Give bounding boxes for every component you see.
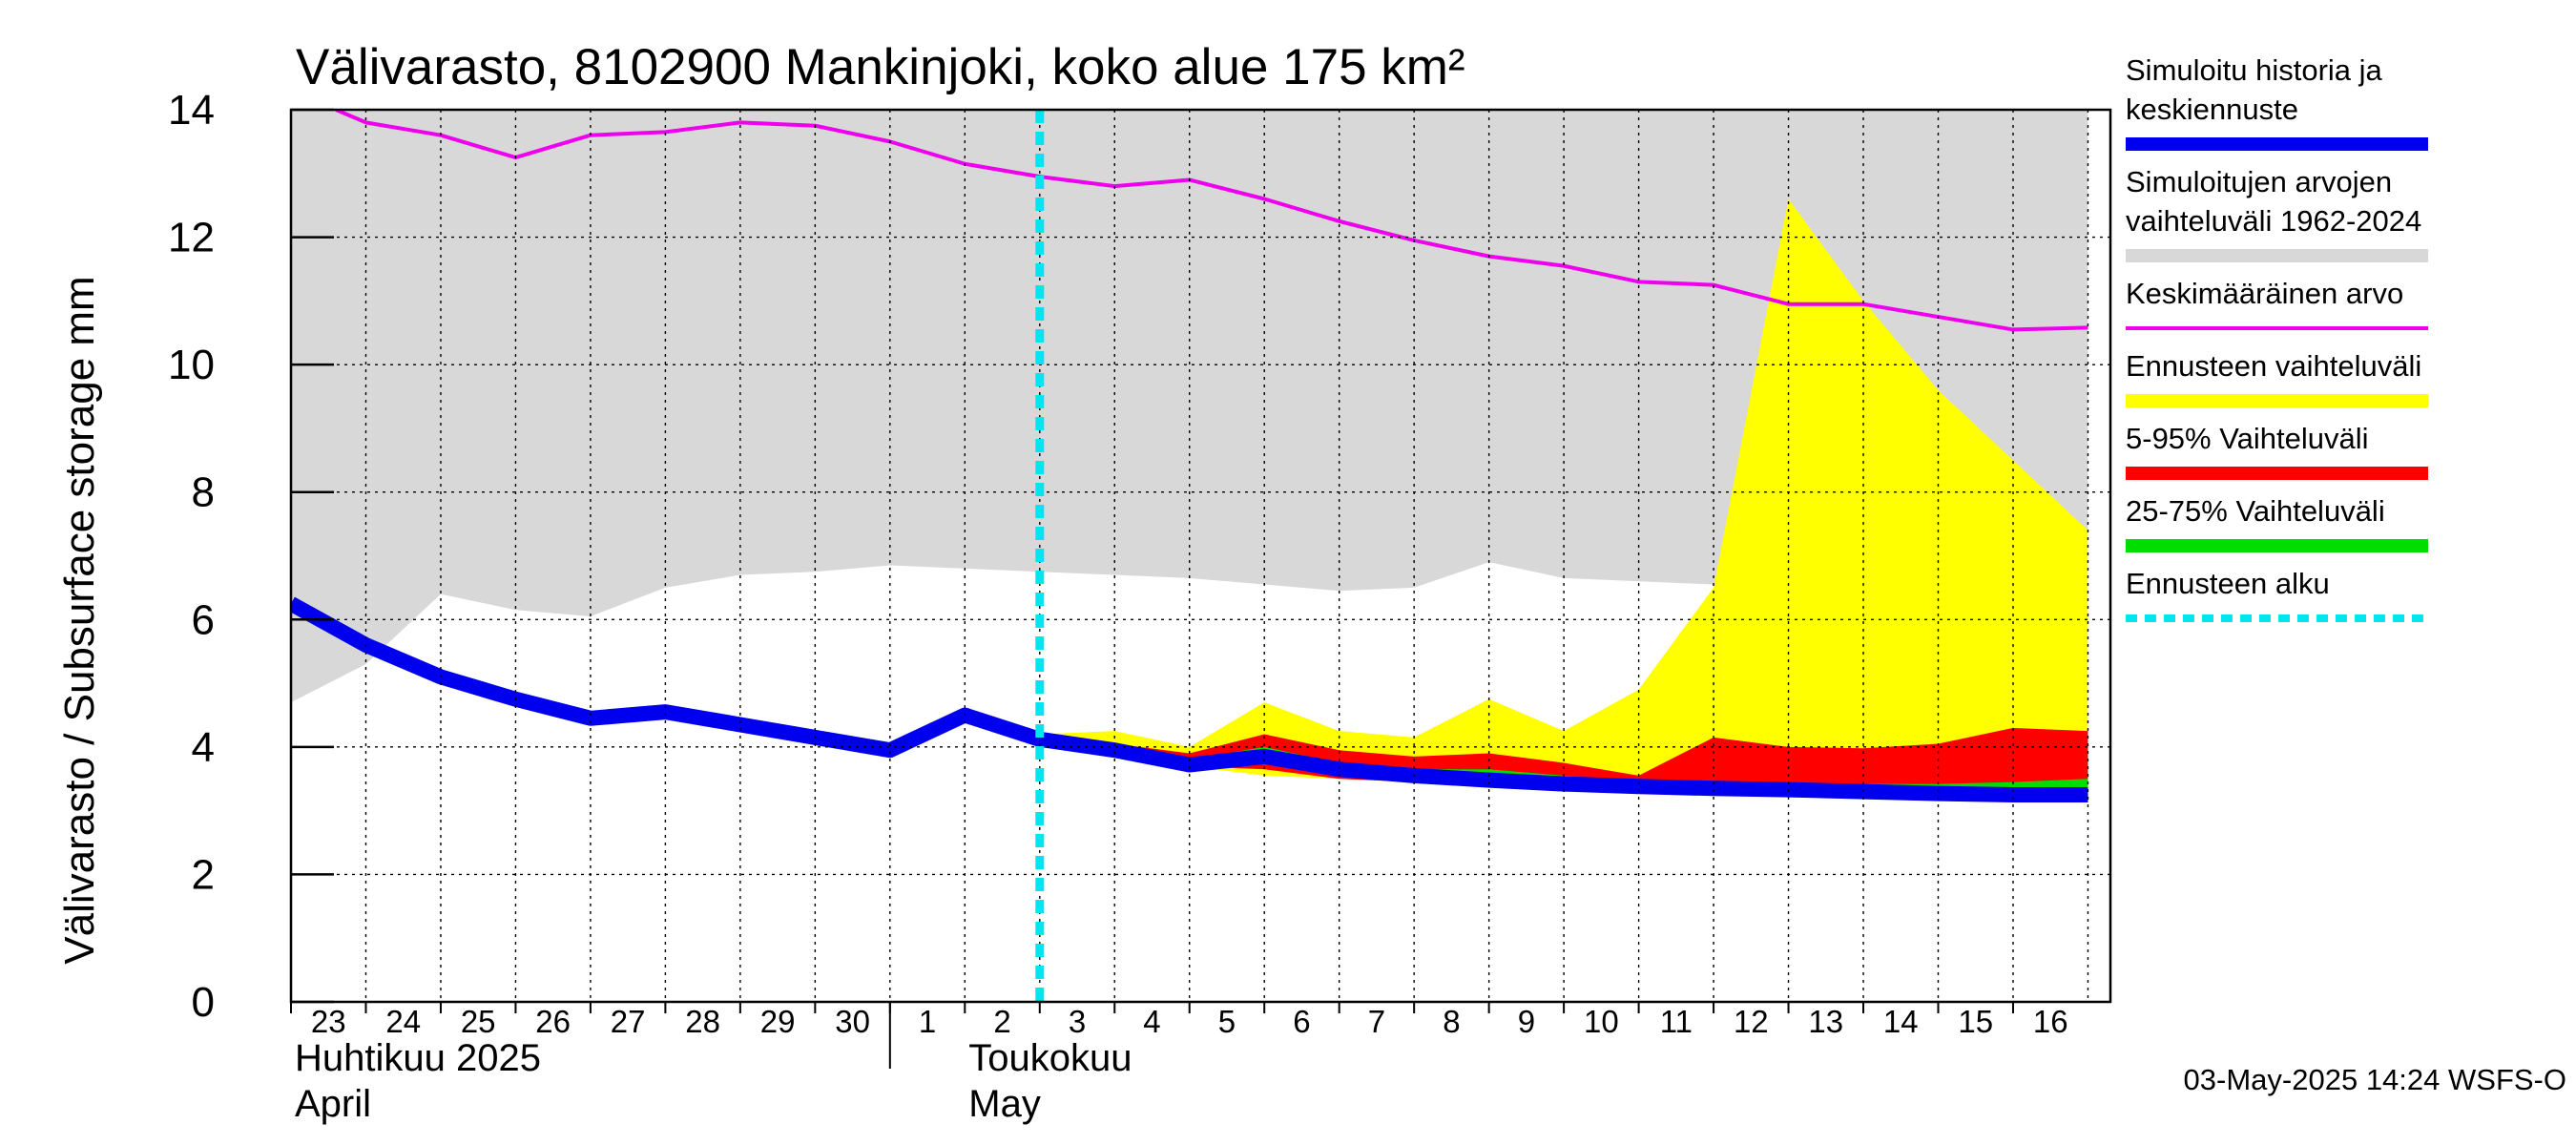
x-tick-label-8: 1 xyxy=(919,1004,936,1039)
legend-label-0-0: Simuloitu historia ja xyxy=(2126,53,2383,87)
y-tick-label-5: 10 xyxy=(168,342,215,388)
legend-label-0-1: keskiennuste xyxy=(2126,93,2298,126)
x-tick-label-3: 26 xyxy=(535,1004,571,1039)
x-tick-label-15: 8 xyxy=(1443,1004,1460,1039)
x-tick-label-22: 15 xyxy=(1958,1004,1993,1039)
x-tick-label-4: 27 xyxy=(611,1004,646,1039)
plot-area xyxy=(291,110,2110,1002)
x-tick-label-6: 29 xyxy=(760,1004,796,1039)
x-tick-label-7: 30 xyxy=(835,1004,870,1039)
y-tick-label-1: 2 xyxy=(192,851,215,898)
legend: Simuloitu historia ja keskiennuste Simuloi… xyxy=(2126,53,2428,622)
y-axis-label: Välivarasto / Subsurface storage mm xyxy=(56,276,103,964)
plot-series-group xyxy=(291,110,2088,802)
x-tick-label-17: 10 xyxy=(1584,1004,1619,1039)
x-tick-label-9: 2 xyxy=(993,1004,1010,1039)
month-label-en-1: May xyxy=(968,1083,1041,1125)
x-tick-label-18: 11 xyxy=(1660,1004,1693,1039)
band-1 xyxy=(1039,198,2088,797)
legend-label-3-0: Ennusteen vaihteluväli xyxy=(2126,349,2421,383)
timestamp: 03-May-2025 14:24 WSFS-O xyxy=(2184,1063,2566,1096)
x-tick-label-12: 5 xyxy=(1218,1004,1236,1039)
legend-label-2-0: Keskimääräinen arvo xyxy=(2126,277,2403,310)
x-tick-label-0: 23 xyxy=(311,1004,346,1039)
legend-label-1-0: Simuloitujen arvojen xyxy=(2126,165,2392,198)
x-tick-label-20: 13 xyxy=(1808,1004,1843,1039)
x-tick-label-23: 16 xyxy=(2033,1004,2068,1039)
x-tick-label-2: 25 xyxy=(461,1004,496,1039)
legend-label-5-0: 25-75% Vaihteluväli xyxy=(2126,494,2385,528)
legend-label-6-0: Ennusteen alku xyxy=(2126,567,2330,600)
x-tick-label-10: 3 xyxy=(1069,1004,1086,1039)
y-tick-label-7: 14 xyxy=(168,87,215,134)
chart-title: Välivarasto, 8102900 Mankinjoki, koko al… xyxy=(296,39,1465,95)
plot-frame xyxy=(289,108,2112,1004)
month-label-fi-1: Toukokuu xyxy=(968,1037,1132,1079)
x-tick-label-19: 12 xyxy=(1734,1004,1769,1039)
legend-label-4-0: 5-95% Vaihteluväli xyxy=(2126,422,2368,455)
x-tick-label-5: 28 xyxy=(685,1004,720,1039)
x-tick-label-13: 6 xyxy=(1293,1004,1310,1039)
band-2 xyxy=(1039,727,2088,797)
x-tick-label-14: 7 xyxy=(1368,1004,1385,1039)
x-tick-label-16: 9 xyxy=(1518,1004,1535,1039)
y-tick-label-6: 12 xyxy=(168,215,215,261)
y-tick-label-3: 6 xyxy=(192,596,215,643)
legend-label-1-1: vaihteluväli 1962-2024 xyxy=(2126,204,2421,238)
month-label-en-0: April xyxy=(295,1083,371,1125)
y-tick-label-2: 4 xyxy=(192,724,215,771)
grid xyxy=(291,110,2110,1002)
y-tick-label-0: 0 xyxy=(192,979,215,1026)
x-tick-label-1: 24 xyxy=(385,1004,421,1039)
month-label-fi-0: Huhtikuu 2025 xyxy=(295,1037,541,1079)
y-tick-label-4: 8 xyxy=(192,469,215,516)
x-tick-label-21: 14 xyxy=(1883,1004,1919,1039)
x-tick-label-11: 4 xyxy=(1143,1004,1160,1039)
